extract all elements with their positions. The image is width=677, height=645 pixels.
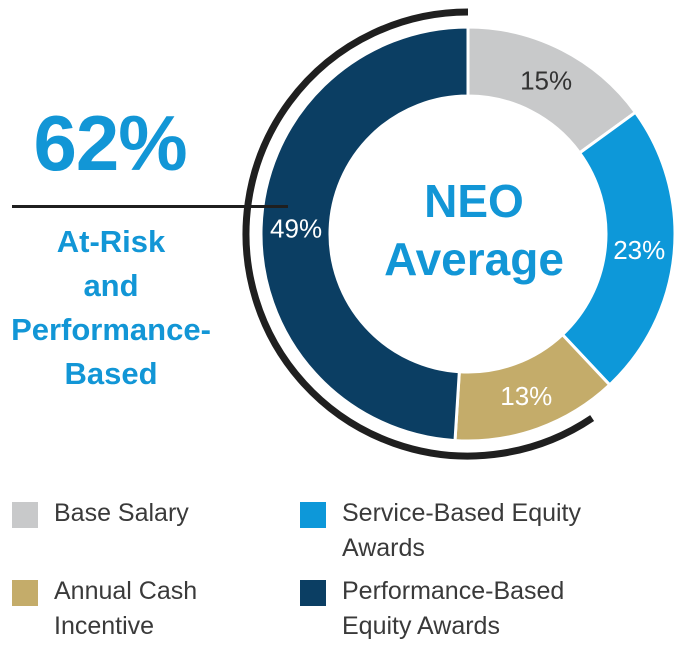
legend-swatch: [12, 580, 38, 606]
donut-slice-labels: 15% 23% 13% 49%: [270, 66, 665, 411]
legend-item-annual-cash-incentive: Annual Cash Incentive: [12, 574, 197, 644]
at-risk-label-line: At-Risk: [56, 224, 166, 259]
legend-swatch: [12, 502, 38, 528]
at-risk-bracket-arc: [242, 8, 595, 460]
donut-slices: [259, 25, 677, 443]
chart-center-title: NEO Average: [362, 172, 586, 288]
chart-legend: Base Salary Service-Based Equity Awards …: [0, 490, 677, 640]
legend-item-base-salary: Base Salary: [12, 496, 189, 531]
legend-label-line: Service-Based Equity: [342, 499, 582, 527]
legend-label: Annual Cash Incentive: [54, 574, 197, 644]
donut-slice-performance-based-equity-awards: [259, 25, 470, 443]
legend-label-line: Incentive: [54, 612, 155, 640]
at-risk-label-line: and: [83, 268, 139, 303]
at-risk-label-line: Based: [64, 356, 158, 391]
legend-label: Service-Based Equity Awards: [342, 496, 581, 566]
at-risk-label-line: Performance-: [11, 312, 211, 347]
slice-value-label-service-based-equity-awards: 23%: [613, 235, 665, 265]
legend-label: Performance-Based Equity Awards: [342, 574, 564, 644]
slice-value-label-base-salary: 15%: [520, 66, 572, 96]
at-risk-label: At-Risk and Performance- Based: [0, 220, 222, 396]
legend-item-service-based-equity: Service-Based Equity Awards: [300, 496, 581, 566]
center-title-line: NEO: [424, 175, 524, 227]
legend-label-line: Awards: [342, 534, 425, 562]
center-title-line: Average: [384, 233, 564, 285]
legend-item-performance-based-equity: Performance-Based Equity Awards: [300, 574, 564, 644]
legend-swatch: [300, 502, 326, 528]
slice-value-label-annual-cash-incentive: 13%: [500, 381, 552, 411]
legend-label-line: Performance-Based: [342, 577, 565, 605]
legend-label-line: Annual Cash: [54, 577, 198, 605]
legend-label-line: Base Salary: [54, 499, 189, 527]
donut-chart: 15% 23% 13% 49%: [242, 8, 677, 460]
legend-label: Base Salary: [54, 496, 189, 531]
slice-value-label-performance-based-equity-awards: 49%: [270, 214, 322, 244]
callout-divider: [12, 205, 288, 208]
at-risk-percentage: 62%: [33, 99, 187, 187]
legend-swatch: [300, 580, 326, 606]
legend-label-line: Equity Awards: [342, 612, 500, 640]
